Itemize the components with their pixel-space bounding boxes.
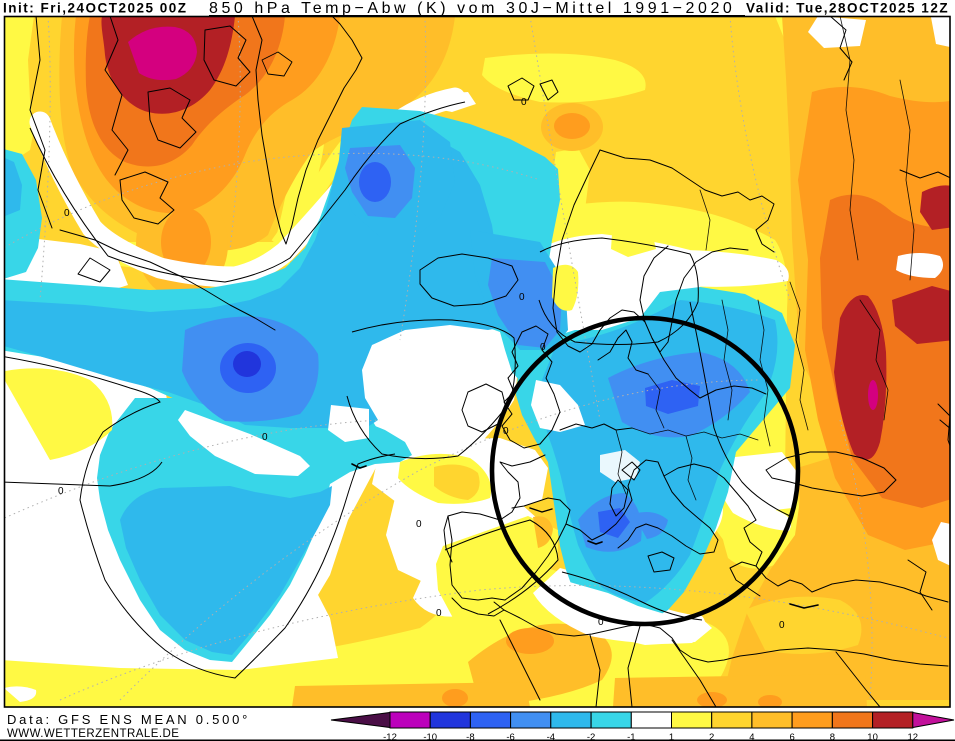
svg-text:8: 8 [830,732,835,741]
svg-text:-1: -1 [627,732,635,741]
svg-text:0: 0 [519,292,525,303]
svg-text:0: 0 [540,342,546,353]
svg-text:0: 0 [58,486,64,497]
svg-text:6: 6 [789,732,794,741]
svg-text:850 hPa Temp−Abw (K) vom 30J−M: 850 hPa Temp−Abw (K) vom 30J−Mittel 1991… [209,0,735,17]
svg-text:4: 4 [749,732,754,741]
svg-text:-12: -12 [383,732,397,741]
svg-text:Valid: Tue,28OCT2025 12Z: Valid: Tue,28OCT2025 12Z [746,1,949,16]
svg-text:1: 1 [669,732,674,741]
svg-text:-8: -8 [466,732,474,741]
svg-text:-10: -10 [423,732,437,741]
svg-text:Data: GFS ENS MEAN 0.500°: Data: GFS ENS MEAN 0.500° [7,712,250,727]
svg-text:-4: -4 [547,732,555,741]
svg-text:0: 0 [521,97,527,108]
svg-text:0: 0 [262,432,268,443]
svg-text:0: 0 [779,620,785,631]
svg-text:12: 12 [908,732,919,741]
svg-text:-2: -2 [587,732,595,741]
svg-text:Init: Fri,24OCT2025 00Z: Init: Fri,24OCT2025 00Z [3,1,188,16]
svg-text:0: 0 [503,426,509,437]
svg-text:2: 2 [709,732,714,741]
svg-text:0: 0 [598,617,604,628]
svg-text:WWW.WETTERZENTRALE.DE: WWW.WETTERZENTRALE.DE [7,728,179,740]
svg-text:0: 0 [416,519,422,530]
svg-text:10: 10 [867,732,878,741]
svg-text:0: 0 [64,208,70,219]
svg-text:0: 0 [436,608,442,619]
svg-text:-6: -6 [506,732,514,741]
